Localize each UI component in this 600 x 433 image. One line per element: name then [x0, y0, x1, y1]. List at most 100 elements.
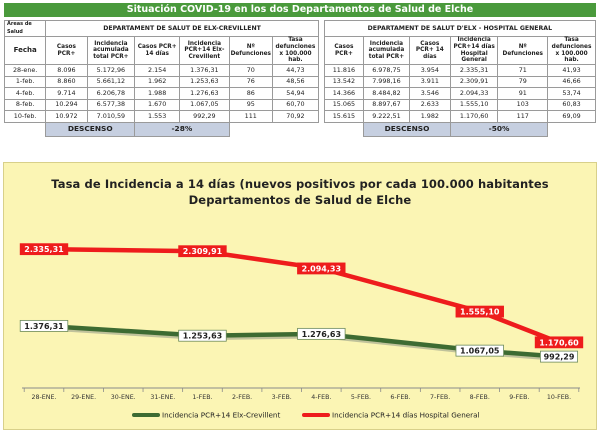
cell-d2: 3.954: [408, 64, 451, 77]
cell-d2: 2.094,33: [449, 87, 499, 100]
cell-d2: 2.335,31: [449, 64, 499, 77]
line-plot: 28-ENE. 29-ENE. 30-ENE. 31-ENE. 1-FEB. 2-FEB.…: [19, 243, 584, 420]
cell-fecha: 28-ene.: [3, 64, 47, 77]
cell-d2: 60,83: [547, 98, 596, 111]
descenso-value-d1: -28%: [134, 121, 230, 137]
table-row: 28-ene. 8.096 5.172,96 2.154 1.376,31 70 44,73…: [3, 64, 596, 77]
data-label-box: [19, 243, 69, 256]
data-label-box: [297, 262, 346, 275]
cell-d1: 8.096: [45, 64, 88, 77]
data-label: 1.170,60: [539, 338, 579, 347]
x-tick-label: 5-FEB.: [351, 394, 371, 401]
data-label-box: [455, 344, 504, 357]
header-incid14-d2: Incidencia PCR+14 días Hospital General: [449, 36, 499, 65]
cell-d2: 1.982: [408, 110, 451, 123]
cell-fecha: 4-feb.: [3, 87, 47, 100]
cell-d1: 5.661,12: [86, 75, 136, 88]
data-label: 2.094,33: [302, 264, 341, 273]
cell-d2: 14.366: [323, 87, 365, 100]
cell-d2: 8.897,67: [363, 98, 410, 111]
header-tasa-def: Tasa defunciones x 100.000 hab.: [272, 36, 319, 65]
table-row: 1-feb. 8.860 5.661,12 1.962 1.253,63 76 48,56 1…: [3, 75, 596, 88]
cell-d1: 1.067,05: [179, 98, 230, 111]
cell-d2: 117: [497, 110, 549, 123]
x-tick-label: 29-ENE.: [71, 394, 96, 401]
cell-d1: 44,73: [272, 64, 319, 77]
cell-d1: 1.376,31: [179, 64, 230, 77]
cell-d2: 2.633: [408, 98, 451, 111]
data-label-box: [455, 305, 504, 318]
header-incid14-d1: Incidencia PCR+14 Elx-Crevillent: [179, 36, 230, 65]
covid-data-table: Áreas de Salud DEPARTAMENT DE SALUT DE E…: [3, 20, 597, 137]
dept2-name: DEPARTAMENT DE SALUT D'ELX - HOSPITAL GE…: [323, 20, 597, 37]
chart-title-line2: Departamentos de Salud de Elche: [188, 193, 412, 207]
header-fecha: Fecha: [3, 36, 47, 65]
dept1-name: DEPARTAMENT DE SALUT DE ELX-CREVILLENT: [45, 20, 319, 37]
cell-d1: 10.972: [45, 110, 88, 123]
header-casos14: Casos PCR+ 14 días: [134, 36, 181, 65]
cell-d2: 71: [497, 64, 549, 77]
cell-d1: 2.154: [134, 64, 181, 77]
descenso-label-d2: DESCENSO: [363, 121, 451, 137]
cell-d1: 95: [228, 98, 274, 111]
data-label: 1.276,63: [302, 330, 341, 339]
descenso-label-d1: DESCENSO: [45, 121, 136, 137]
data-label: 1.067,05: [460, 347, 500, 356]
header-casos: Casos PCR+: [45, 36, 88, 65]
data-label-box: [19, 319, 69, 332]
header-defunc: Nº Defunciones: [497, 36, 549, 65]
cell-fecha: 1-feb.: [3, 75, 47, 88]
cell-d1: 1.962: [134, 75, 181, 88]
cell-d1: 1.253,63: [179, 75, 230, 88]
x-tick-label: 7-FEB.: [430, 394, 450, 401]
cell-d1: 6.206,78: [86, 87, 136, 100]
x-tick-label: 30-ENE.: [111, 394, 136, 401]
data-label: 1.555,10: [460, 308, 500, 317]
cell-d2: 15.615: [323, 110, 365, 123]
cell-fecha: 8-feb.: [3, 98, 47, 111]
cell-d2: 91: [497, 87, 549, 100]
cell-d1: 70: [228, 64, 274, 77]
cell-d2: 8.484,82: [363, 87, 410, 100]
banner-title: Situación COVID-19 en los dos Departamen…: [4, 3, 596, 17]
cell-d1: 1.988: [134, 87, 181, 100]
cell-d1: 48,56: [272, 75, 319, 88]
cell-d2: 3.546: [408, 87, 451, 100]
cell-d2: 1.555,10: [449, 98, 499, 111]
data-label-box: [178, 245, 227, 258]
descenso-value-d2: -50%: [449, 121, 549, 137]
data-label-box: [297, 327, 346, 340]
cell-d1: 1.670: [134, 98, 181, 111]
x-tick-label: 10-FEB.: [547, 394, 571, 401]
cell-d1: 86: [228, 87, 274, 100]
x-tick-label: 1-FEB.: [192, 394, 212, 401]
cell-d2: 7.998,16: [363, 75, 410, 88]
cell-d2: 15.065: [323, 98, 365, 111]
cell-d1: 5.172,96: [86, 64, 136, 77]
cell-d1: 10.294: [45, 98, 88, 111]
x-tick-label: 2-FEB.: [232, 394, 252, 401]
x-tick-label: 8-FEB.: [470, 394, 490, 401]
cell-d1: 1.276,63: [179, 87, 230, 100]
data-label: 2.309,91: [183, 247, 223, 256]
table-row: 8-feb. 10.294 6.577,38 1.670 1.067,05 95 60,70…: [3, 98, 596, 111]
cell-d1: 8.860: [45, 75, 88, 88]
header-defunc: Nº Defunciones: [228, 36, 274, 65]
x-tick-label: 28-ENE.: [32, 394, 57, 401]
cell-d1: 6.577,38: [86, 98, 136, 111]
cell-d2: 69,09: [547, 110, 596, 123]
cell-d2: 79: [497, 75, 549, 88]
cell-d2: 2.309,91: [449, 75, 499, 88]
header-incid-acum: Incidencia acumulada total PCR+: [363, 36, 410, 65]
x-tick-label: 31-ENE.: [150, 394, 175, 401]
data-label: 1.253,63: [183, 332, 222, 341]
cell-d1: 9.714: [45, 87, 88, 100]
table-row: 4-feb. 9.714 6.206,78 1.988 1.276,63 86 54,94 1…: [3, 87, 596, 100]
header-incid-acum: Incidencia acumulada total PCR+: [86, 36, 136, 65]
cell-fecha: 10-feb.: [3, 110, 47, 123]
cell-d2: 41,93: [547, 64, 596, 77]
cell-d1: 60,70: [272, 98, 319, 111]
header-tasa-def: Tasa defunciones x 100.000 hab.: [547, 36, 596, 65]
incidence-chart: Tasa de Incidencia a 14 días (nuevos pos…: [3, 162, 597, 430]
data-label-box: [178, 329, 227, 342]
